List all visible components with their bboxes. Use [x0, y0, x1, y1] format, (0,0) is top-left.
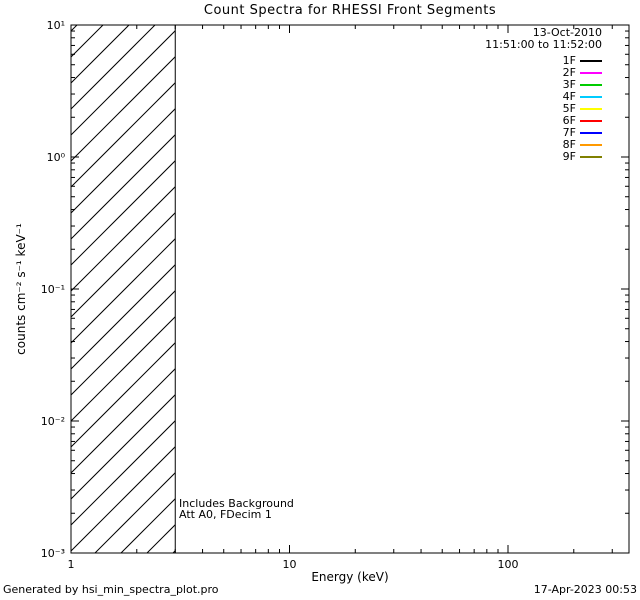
legend-entry-6F: 6F — [485, 115, 602, 127]
legend-entry-label: 7F — [562, 126, 576, 139]
legend-entry-label: 8F — [562, 138, 576, 151]
y-axis-label: counts cm⁻² s⁻¹ keV⁻¹ — [14, 223, 28, 355]
x-tick-label: 10 — [283, 558, 297, 571]
x-tick-label: 100 — [498, 558, 519, 571]
legend-entries: 1F 2F 3F 4F 5F 6F 7F 8F 9F — [485, 55, 602, 163]
render-timestamp: 17-Apr-2023 00:53 — [533, 583, 637, 596]
x-tick-label: 1 — [68, 558, 75, 571]
legend: 13-Oct-2010 11:51:00 to 11:52:00 1F 2F 3F 4… — [485, 27, 602, 163]
axis-ticks — [70, 25, 629, 554]
annotation-includes-background: Includes Background — [179, 497, 294, 510]
legend-time-range: 11:51:00 to 11:52:00 — [485, 38, 602, 51]
legend-entry-2F: 2F — [485, 67, 602, 79]
legend-entry-8F: 8F — [485, 139, 602, 151]
annotation-attenuator-state: Att A0, FDecim 1 — [179, 508, 272, 521]
y-tick-label: 10⁰ — [47, 151, 66, 164]
legend-entry-label: 5F — [562, 102, 576, 115]
y-tick-label: 10⁻² — [41, 415, 65, 428]
legend-entry-7F: 7F — [485, 127, 602, 139]
x-axis-label: Energy (keV) — [311, 570, 389, 584]
legend-color-line — [580, 84, 602, 86]
generated-by-text: Generated by hsi_min_spectra_plot.pro — [3, 583, 219, 596]
legend-entry-3F: 3F — [485, 79, 602, 91]
y-tick-label: 10⁻³ — [41, 547, 65, 560]
legend-entry-label: 6F — [562, 114, 576, 127]
legend-color-line — [580, 132, 602, 134]
legend-color-line — [580, 108, 602, 110]
legend-entry-label: 3F — [562, 78, 576, 91]
legend-color-line — [580, 120, 602, 122]
legend-entry-9F: 9F — [485, 151, 602, 163]
plot-title: Count Spectra for RHESSI Front Segments — [203, 3, 497, 18]
legend-entry-4F: 4F — [485, 91, 602, 103]
legend-entry-label: 2F — [562, 66, 576, 79]
legend-color-line — [580, 144, 602, 146]
y-tick-label: 10¹ — [47, 19, 65, 32]
legend-color-line — [580, 156, 602, 158]
legend-entry-label: 1F — [562, 54, 576, 67]
legend-entry-5F: 5F — [485, 103, 602, 115]
legend-entry-label: 9F — [562, 150, 576, 163]
legend-color-line — [580, 72, 602, 74]
legend-entry-1F: 1F — [485, 55, 602, 67]
tick-labels: 1 10 100 10¹ 10⁰ 10⁻¹ 10⁻² 10⁻³ — [41, 19, 519, 571]
legend-color-line — [580, 60, 602, 62]
legend-entry-label: 4F — [562, 90, 576, 103]
y-tick-label: 10⁻¹ — [41, 283, 65, 296]
legend-color-line — [580, 96, 602, 98]
legend-date: 13-Oct-2010 — [532, 26, 602, 39]
